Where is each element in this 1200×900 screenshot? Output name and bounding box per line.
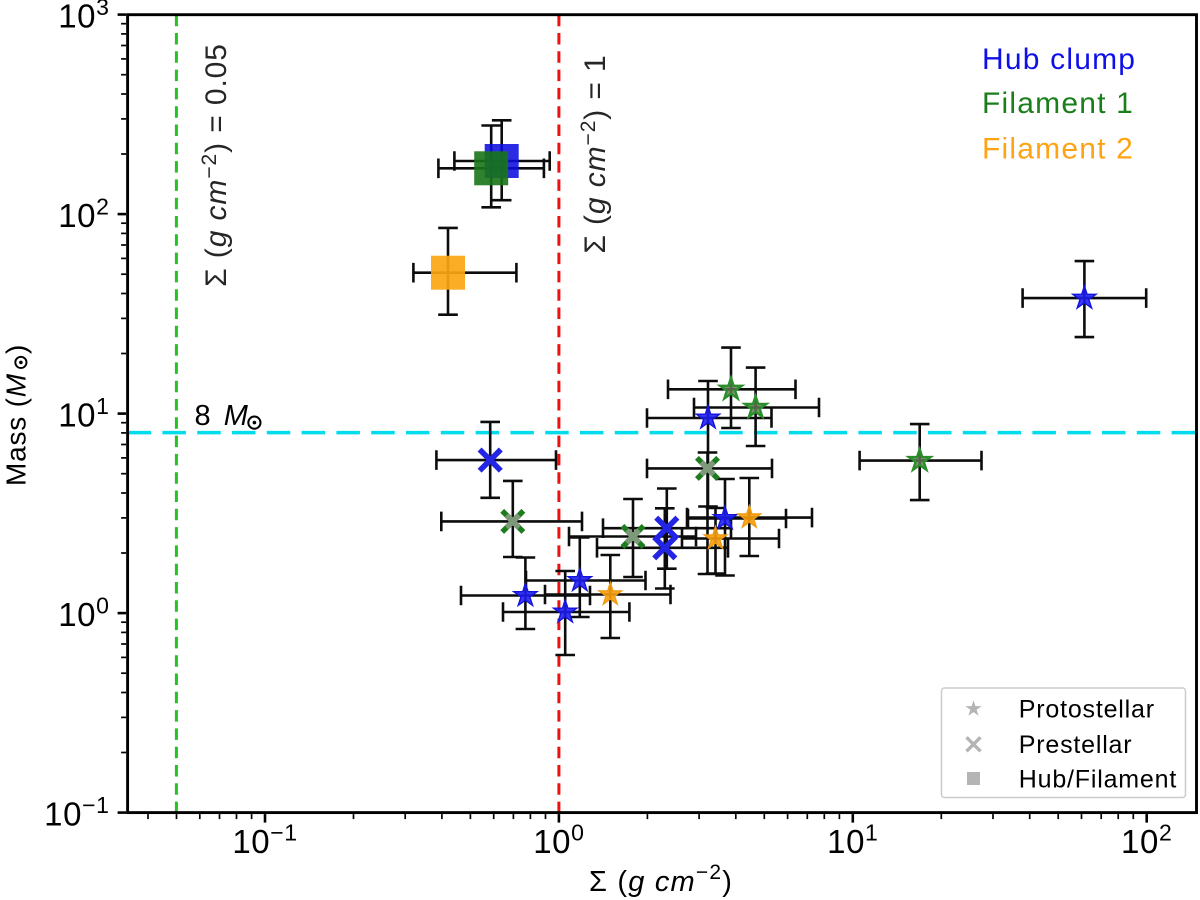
svg-text:Mass (M: Mass (M (1, 373, 32, 486)
svg-text:Σ (g cm−2) = 1: Σ (g cm−2) = 1 (577, 54, 612, 253)
svg-text:10−1: 10−1 (232, 820, 297, 861)
svg-text:Protostellar: Protostellar (1019, 696, 1155, 724)
svg-text:Hub/Filament: Hub/Filament (1019, 766, 1177, 794)
svg-text:Filament 1: Filament 1 (982, 87, 1134, 120)
svg-text:Σ (g cm−2): Σ (g cm−2) (589, 861, 733, 898)
svg-text:101: 101 (827, 820, 878, 861)
svg-text:102: 102 (1121, 820, 1172, 861)
svg-text:100: 100 (533, 820, 584, 861)
svg-text:Filament 2: Filament 2 (982, 133, 1134, 166)
svg-text:): ) (1, 345, 32, 354)
svg-text:103: 103 (58, 0, 109, 35)
svg-text:Σ (g cm−2) = 0.05: Σ (g cm−2) = 0.05 (198, 43, 233, 287)
svg-text:10−1: 10−1 (44, 792, 109, 833)
svg-text:100: 100 (58, 593, 109, 634)
svg-text:Hub clump: Hub clump (982, 43, 1136, 76)
svg-text:102: 102 (58, 194, 109, 235)
svg-text:Prestellar: Prestellar (1019, 731, 1133, 759)
svg-text:101: 101 (58, 393, 109, 434)
